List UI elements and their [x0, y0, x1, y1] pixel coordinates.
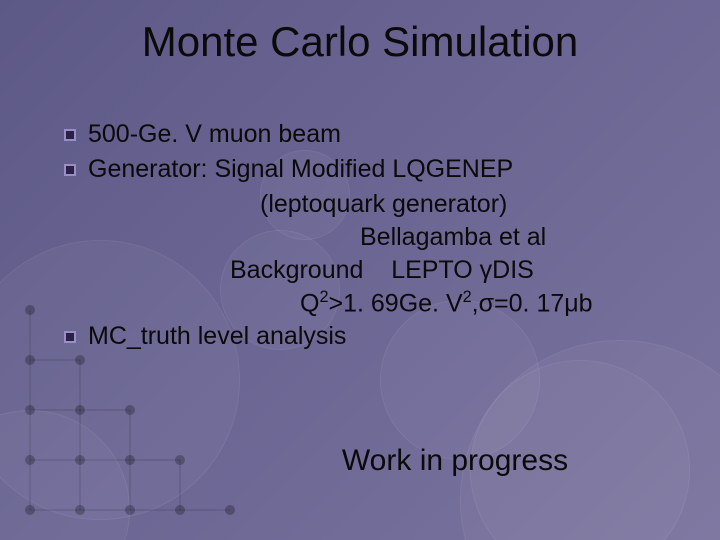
slide-footer: Work in progress [0, 444, 720, 478]
bullet-text: 500-Ge. V muon beam [88, 118, 680, 151]
bullet-subline: (leptoquark generator) [90, 188, 680, 221]
bullet-row: MC_truth level analysis [64, 320, 680, 353]
bullet-row: Generator: Signal Modified LQGENEP [64, 153, 680, 186]
bullet-icon [64, 331, 76, 343]
bullet-icon [64, 129, 76, 141]
bullet-icon [64, 164, 76, 176]
bullet-row: 500-Ge. V muon beam [64, 118, 680, 151]
bullet-text: Generator: Signal Modified LQGENEP [88, 153, 680, 186]
bullet-subline: Bellagamba et al [90, 221, 680, 254]
slide-body: 500-Ge. V muon beam Generator: Signal Mo… [64, 118, 680, 355]
slide: Monte Carlo Simulation 500-Ge. V muon be… [0, 0, 720, 540]
bullet-text: MC_truth level analysis [88, 320, 680, 353]
bullet-subline: Background LEPTO γDIS [90, 254, 680, 287]
slide-title: Monte Carlo Simulation [0, 18, 720, 66]
bullet-subline: Q2>1. 69Ge. V2,σ=0. 17μb [90, 287, 680, 320]
